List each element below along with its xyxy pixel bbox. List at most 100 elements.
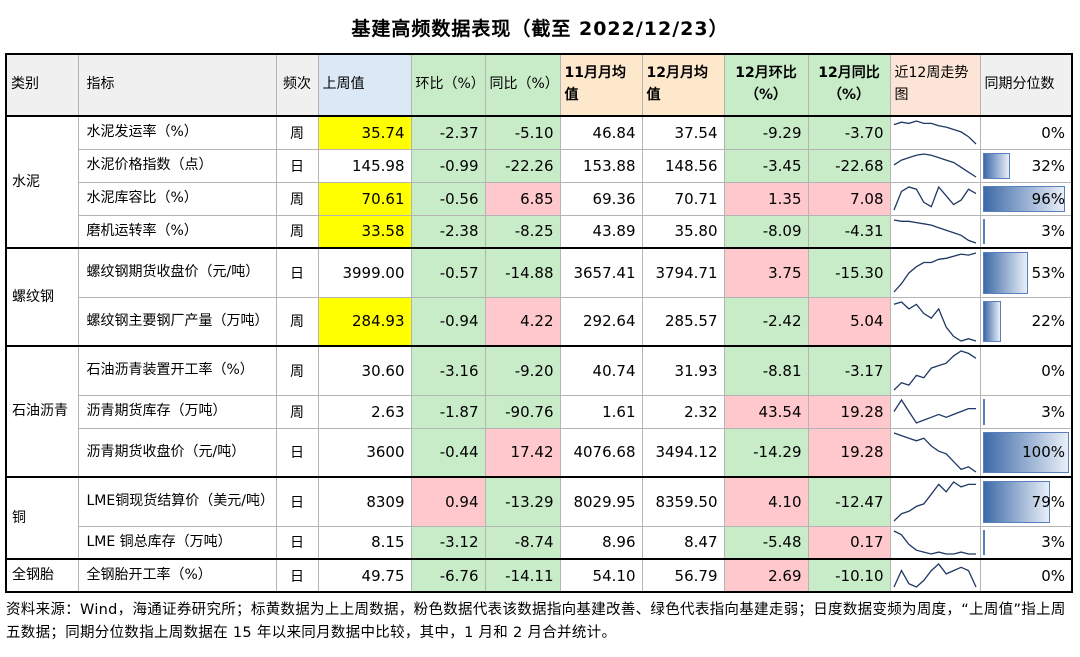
nov-avg-value: 69.36 — [559, 181, 643, 216]
sparkline-svg — [893, 219, 976, 244]
indicator-label: 水泥价格指数（点） — [77, 148, 277, 183]
percentile-cell: 32% — [979, 148, 1073, 183]
percentile-value: 3% — [1041, 402, 1065, 421]
percentile-value: 96% — [1031, 189, 1065, 208]
category-asphalt: 石油沥青 — [5, 345, 79, 478]
header-category: 类别 — [5, 53, 79, 117]
percentile-cell: 53% — [979, 247, 1073, 298]
percentile-cell: 0% — [979, 558, 1073, 593]
percentile-value: 0% — [1041, 361, 1065, 380]
header-row: 类别 指标 频次 上周值 环比（%） 同比（%） 11月月均值 12月月均值 1… — [5, 53, 1073, 117]
sparkline-line — [892, 185, 976, 211]
trend-sparkline — [889, 476, 981, 527]
sparkline-svg — [893, 153, 976, 178]
percentile-bar — [982, 152, 1011, 179]
yoy-value: -8.25 — [484, 214, 561, 249]
sparkline-line — [893, 481, 976, 522]
dec-yoy-value: 0.17 — [807, 525, 891, 560]
last-week-value: 3600 — [317, 427, 412, 478]
sparkline-line — [893, 153, 976, 178]
trend-sparkline — [889, 214, 981, 249]
sparkline-line — [893, 530, 976, 555]
frequency-cell: 周 — [275, 296, 319, 347]
dec-mom-value: -2.42 — [723, 296, 809, 347]
last-week-value: 35.74 — [317, 115, 412, 150]
frequency-cell: 日 — [275, 558, 319, 593]
percentile-value: 3% — [1041, 533, 1065, 552]
data-table: 类别 指标 频次 上周值 环比（%） 同比（%） 11月月均值 12月月均值 1… — [5, 53, 1073, 593]
indicator-label: 水泥库容比（%） — [77, 181, 277, 216]
header-yoy: 同比（%） — [484, 53, 561, 117]
dec-mom-value: -8.81 — [723, 345, 809, 396]
percentile-bar — [982, 398, 986, 425]
table-row: 石油沥青 石油沥青装置开工率（%）周 30.60 -3.16 -9.20 40.74 31.… — [5, 345, 1073, 478]
source-note: 资料来源：Wind，海通证券研究所；标黄数据为上上周数据，粉色数据代表该数据指向… — [6, 602, 1066, 642]
wow-value: -0.57 — [410, 247, 486, 298]
dec-yoy-value: 7.08 — [807, 181, 891, 216]
wow-value: -0.44 — [410, 427, 486, 478]
dec-mom-value: 1.35 — [723, 181, 809, 216]
dec-mom-value: 4.10 — [723, 476, 809, 527]
table-row: 沥青期货库存（万吨）周 2.63 -1.87 -90.76 1.61 2.32 43.54 1… — [6, 394, 1073, 429]
last-week-value: 3999.00 — [317, 247, 412, 298]
last-week-value: 2.63 — [317, 394, 412, 429]
dec-avg-value: 8359.50 — [641, 476, 725, 527]
percentile-value: 0% — [1041, 123, 1065, 142]
header-wow: 环比（%） — [410, 53, 486, 117]
percentile-bar — [982, 185, 1066, 212]
sparkline-svg — [893, 120, 976, 145]
dec-mom-value: -3.45 — [723, 148, 809, 183]
yoy-value: -5.10 — [484, 115, 561, 150]
header-trend: 近12周走势图 — [889, 53, 981, 117]
sparkline-line — [893, 432, 976, 473]
table-row: 螺纹钢 螺纹钢期货收盘价（元/吨）日 3999.00 -0.57 -14.88 3657.… — [5, 247, 1073, 347]
indicator-label: 沥青期货库存（万吨） — [77, 394, 277, 429]
table-row: 水泥库容比（%）周 70.61 -0.56 6.85 69.36 70.71 1.35 7.0… — [6, 181, 1073, 216]
yoy-value: 17.42 — [484, 427, 561, 478]
last-week-value: 70.61 — [317, 181, 412, 216]
yoy-value: -14.88 — [484, 247, 561, 298]
header-dec-avg: 12月月均值 — [641, 53, 725, 117]
wow-value: -2.37 — [410, 115, 486, 150]
trend-sparkline — [889, 148, 981, 183]
wow-value: -3.16 — [410, 345, 486, 396]
percentile-cell: 0% — [979, 115, 1073, 150]
percentile-cell: 3% — [979, 394, 1073, 429]
nov-avg-value: 292.64 — [559, 296, 643, 347]
frequency-cell: 周 — [275, 181, 319, 216]
dec-mom-value: 3.75 — [723, 247, 809, 298]
dec-yoy-value: -4.31 — [807, 214, 891, 249]
dec-yoy-value: 19.28 — [807, 394, 891, 429]
percentile-value: 100% — [1022, 443, 1065, 462]
trend-sparkline — [889, 345, 981, 396]
percentile-bar — [982, 300, 1002, 342]
percentile-bar — [982, 529, 986, 555]
percentile-cell: 96% — [979, 181, 1073, 216]
dec-avg-value: 8.47 — [641, 525, 725, 560]
wow-value: -0.56 — [410, 181, 486, 216]
trend-sparkline — [889, 525, 981, 560]
yoy-value: -8.74 — [484, 525, 561, 560]
sparkline-line — [893, 120, 976, 145]
yoy-value: 4.22 — [484, 296, 561, 347]
yoy-value: -90.76 — [484, 394, 561, 429]
yoy-value: 6.85 — [484, 181, 561, 216]
indicator-label: 水泥发运率（%） — [77, 115, 277, 150]
sparkline-svg — [892, 398, 976, 424]
percentile-value: 3% — [1041, 222, 1065, 241]
percentile-cell: 3% — [979, 214, 1073, 249]
dec-avg-value: 148.56 — [641, 148, 725, 183]
sparkline-line — [893, 350, 976, 391]
category-cement: 水泥 — [5, 115, 79, 249]
indicator-label: 磨机运转率（%） — [77, 214, 277, 249]
header-nov-avg: 11月月均值 — [559, 53, 643, 117]
sparkline-svg — [893, 481, 976, 522]
trend-sparkline — [889, 558, 981, 593]
frequency-cell: 周 — [275, 214, 319, 249]
percentile-cell: 79% — [979, 476, 1073, 527]
dec-yoy-value: -10.10 — [807, 558, 891, 593]
table-row: 沥青期货收盘价（元/吨）日 3600 -0.44 17.42 4076.68 3494.1… — [6, 427, 1073, 478]
sparkline-line — [893, 252, 976, 293]
percentile-bar — [982, 431, 1069, 473]
frequency-cell: 周 — [275, 115, 319, 150]
